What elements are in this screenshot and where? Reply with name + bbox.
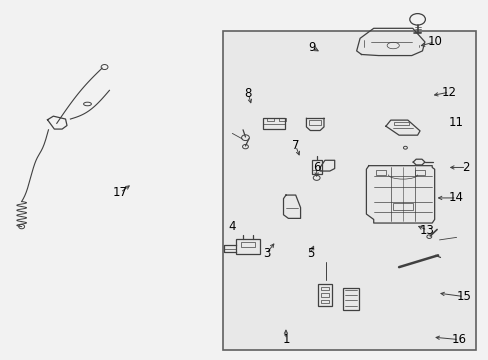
Bar <box>278 118 285 121</box>
Text: 11: 11 <box>448 116 463 129</box>
Bar <box>320 300 329 303</box>
Text: 14: 14 <box>448 192 463 204</box>
Text: 10: 10 <box>427 35 441 49</box>
Text: 5: 5 <box>306 247 313 260</box>
Bar <box>222 31 475 350</box>
Bar <box>342 288 358 310</box>
Bar <box>317 284 331 306</box>
Text: 3: 3 <box>262 247 269 260</box>
Bar <box>393 122 408 125</box>
Text: 16: 16 <box>450 333 466 346</box>
Text: 1: 1 <box>282 333 289 346</box>
Text: 6: 6 <box>312 161 320 174</box>
Bar <box>309 120 321 125</box>
Bar <box>266 118 274 121</box>
Bar <box>311 160 321 174</box>
Text: 9: 9 <box>307 41 315 54</box>
Bar <box>263 118 285 129</box>
Text: 2: 2 <box>462 161 469 174</box>
Text: 7: 7 <box>291 139 299 152</box>
Text: 15: 15 <box>456 290 470 303</box>
Text: 13: 13 <box>419 224 434 237</box>
Text: 8: 8 <box>244 87 252 100</box>
Bar <box>375 170 385 175</box>
Bar <box>392 203 412 211</box>
Bar <box>235 239 260 254</box>
Text: 4: 4 <box>228 220 236 233</box>
Text: 17: 17 <box>112 186 127 199</box>
Bar <box>414 170 424 175</box>
Bar <box>320 287 329 291</box>
Bar <box>320 293 329 297</box>
Text: 12: 12 <box>441 86 456 99</box>
Bar <box>240 242 255 247</box>
